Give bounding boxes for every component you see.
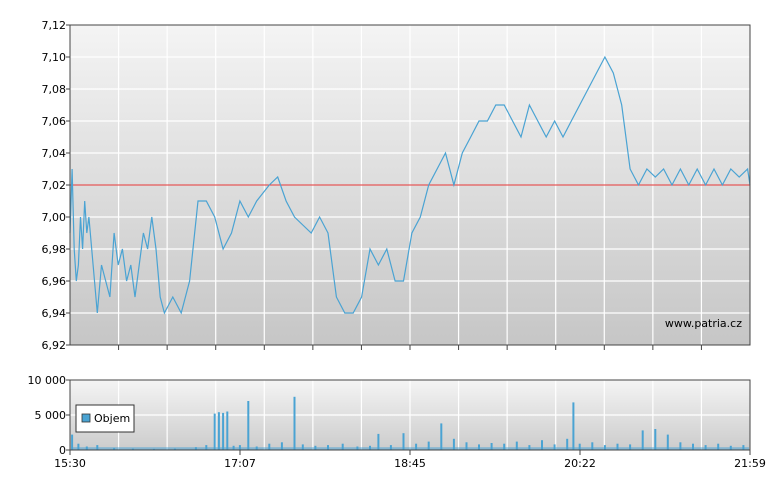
volume-bars	[71, 396, 749, 450]
price-y-tick-label: 7,00	[42, 211, 67, 224]
volume-bar	[478, 444, 480, 450]
volume-bar	[341, 443, 344, 450]
volume-bar	[729, 445, 732, 450]
volume-grid	[70, 380, 750, 450]
volume-bar	[238, 445, 241, 450]
price-y-tick-label: 6,94	[42, 307, 67, 320]
volume-y-tick-label: 10 000	[28, 374, 67, 387]
price-y-tick-label: 6,92	[42, 339, 67, 352]
volume-bar	[641, 430, 644, 450]
volume-bar	[71, 434, 74, 450]
volume-y-tick-label: 0	[59, 444, 66, 457]
volume-bar	[402, 433, 405, 450]
volume-bar	[213, 413, 216, 450]
volume-bar	[96, 445, 99, 450]
volume-bar	[217, 412, 220, 450]
volume-bar	[389, 445, 392, 450]
price-y-tick-label: 7,10	[42, 51, 67, 64]
price-y-tick-label: 7,06	[42, 115, 67, 128]
volume-bar	[541, 440, 543, 450]
volume-bar	[465, 442, 468, 450]
volume-bar	[503, 443, 506, 450]
volume-bar	[268, 443, 271, 450]
price-y-tick-label: 6,96	[42, 275, 67, 288]
volume-bar	[232, 445, 235, 450]
volume-bar	[194, 447, 197, 450]
volume-bar	[173, 448, 176, 450]
volume-bar	[490, 443, 493, 450]
volume-bar	[293, 396, 296, 450]
price-y-ticks: 7,12 7,10 7,08 7,06 7,04 7,02 7,00 6,98 6,96 6,94…	[42, 19, 70, 352]
volume-x-tick-label: 15:30	[54, 457, 86, 470]
price-plot-frame	[69, 24, 751, 346]
volume-bar	[572, 402, 575, 450]
volume-bar	[692, 443, 694, 450]
volume-bar	[226, 411, 229, 450]
price-y-tick-label: 6,98	[42, 243, 67, 256]
price-x-ticks	[118, 345, 702, 350]
price-y-tick-label: 7,08	[42, 83, 67, 96]
volume-bar	[280, 442, 283, 450]
volume-bar	[314, 445, 317, 450]
price-y-tick-label: 7,12	[42, 19, 67, 32]
volume-bar	[85, 446, 88, 450]
volume-bar	[152, 448, 155, 450]
volume-bar	[327, 445, 329, 450]
volume-y-ticks: 10 000 5 000 0	[28, 374, 70, 457]
volume-bar	[578, 443, 581, 450]
volume-x-tick-label: 20:22	[564, 457, 596, 470]
volume-bar	[369, 445, 371, 450]
volume-bar	[113, 447, 116, 450]
legend-label: Objem	[94, 412, 130, 425]
volume-x-tick-label: 21:59	[734, 457, 766, 470]
volume-bar	[205, 445, 208, 450]
volume-bar	[77, 443, 80, 450]
volume-bar	[222, 412, 225, 450]
legend-swatch	[81, 413, 91, 423]
volume-bar	[679, 442, 682, 450]
volume-bar	[616, 443, 619, 450]
volume-y-tick-label: 5 000	[35, 409, 67, 422]
volume-bar	[131, 448, 134, 450]
volume-bar	[742, 445, 745, 450]
volume-plot-frame	[69, 379, 751, 451]
volume-bar	[247, 401, 250, 450]
volume-bar	[427, 441, 430, 450]
volume-legend: Objem	[75, 404, 135, 433]
volume-baseline	[71, 447, 749, 450]
volume-bar	[515, 441, 518, 450]
volume-bar	[717, 443, 720, 450]
volume-x-tick-label: 18:45	[394, 457, 426, 470]
volume-bar	[356, 446, 359, 450]
volume-bar	[553, 444, 556, 450]
price-y-tick-label: 7,02	[42, 179, 67, 192]
price-series-line	[69, 55, 751, 315]
volume-bar	[704, 445, 707, 450]
volume-bar	[591, 442, 594, 450]
volume-bar	[377, 433, 380, 450]
volume-bar	[566, 438, 569, 450]
watermark: www.patria.cz	[665, 317, 742, 330]
volume-bar	[629, 444, 632, 450]
volume-x-tick-label: 17:07	[224, 457, 256, 470]
volume-bar	[452, 438, 455, 450]
volume-bar	[666, 434, 669, 450]
volume-bar	[603, 445, 606, 450]
volume-bar	[654, 429, 657, 450]
volume-x-ticks: 15:30 17:07 18:45 20:22 21:59	[54, 450, 766, 470]
volume-bar	[255, 446, 258, 450]
volume-bar	[301, 444, 304, 450]
volume-bar	[415, 443, 418, 450]
volume-bar	[528, 445, 531, 450]
price-y-tick-label: 7,04	[42, 147, 67, 160]
volume-bar	[440, 423, 443, 450]
